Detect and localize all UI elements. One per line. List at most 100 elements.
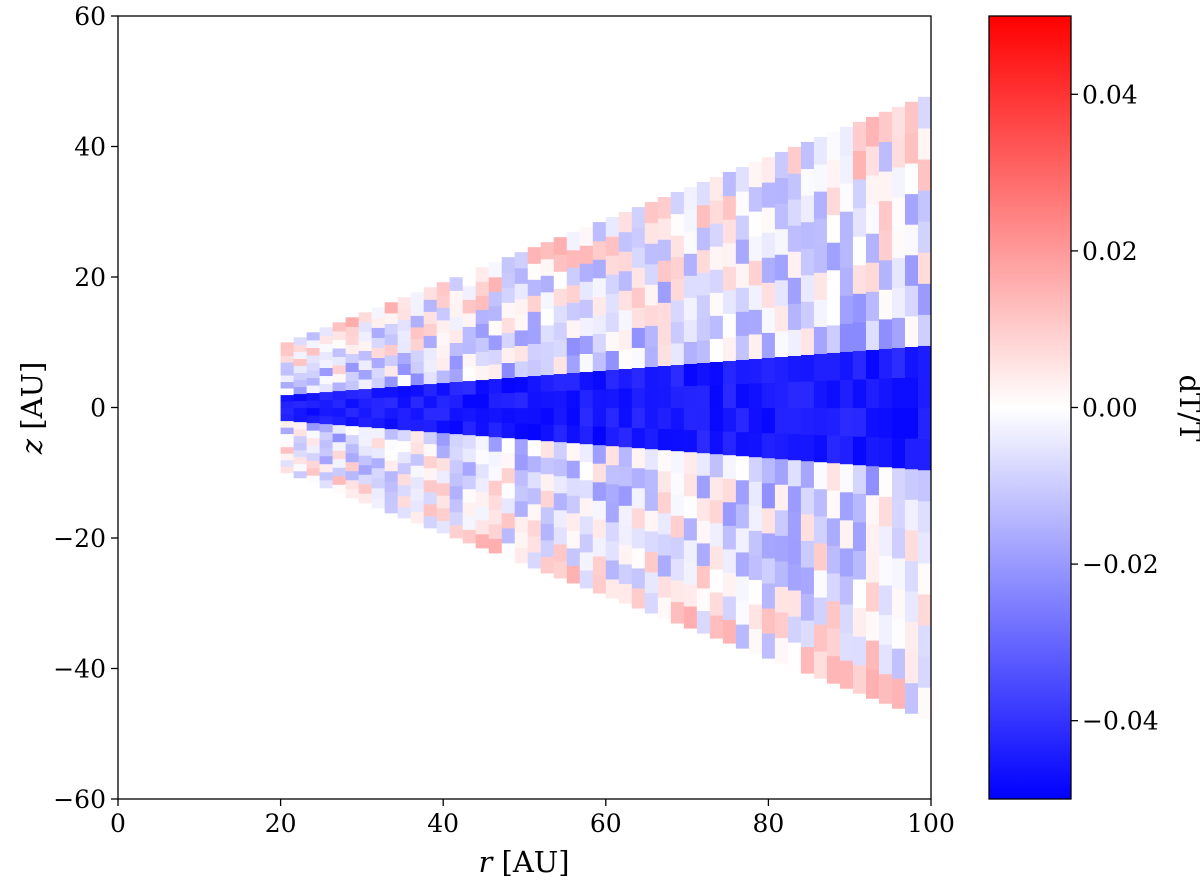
- heatmap-cell: [319, 343, 334, 352]
- heatmap-cell: [358, 483, 373, 494]
- heatmap-cell: [462, 461, 477, 476]
- heatmap-cell: [800, 221, 815, 249]
- heatmap-cell: [826, 462, 841, 491]
- heatmap-cell: [345, 398, 360, 409]
- heatmap-cell: [813, 136, 828, 165]
- heatmap-cell: [865, 116, 880, 147]
- heatmap-cell: [657, 239, 672, 261]
- heatmap-cell: [631, 347, 646, 369]
- heatmap-cell: [384, 407, 399, 419]
- heatmap-cell: [787, 537, 802, 565]
- heatmap-cell: [631, 407, 646, 429]
- x-tick-label: 20: [265, 809, 297, 838]
- heatmap-cell: [553, 322, 568, 340]
- heatmap-cell: [293, 393, 308, 402]
- heatmap-cell: [332, 441, 347, 451]
- x-tick-label: 0: [110, 809, 126, 838]
- heatmap-cell: [748, 211, 763, 237]
- heatmap-cell: [748, 456, 763, 482]
- heatmap-cell: [332, 416, 347, 426]
- heatmap-cell: [722, 572, 737, 597]
- heatmap-cell: [891, 467, 906, 499]
- heatmap-cell: [410, 511, 425, 524]
- heatmap-cell: [865, 436, 880, 467]
- heatmap-cell: [540, 506, 555, 524]
- heatmap-cell: [566, 337, 581, 356]
- heatmap-cell: [826, 600, 841, 629]
- heatmap-cell: [397, 319, 412, 331]
- heatmap-cell: [566, 267, 581, 286]
- heatmap-cell: [696, 294, 711, 318]
- heatmap-cell: [514, 345, 529, 362]
- heatmap-cell: [657, 512, 672, 535]
- heatmap-cell: [371, 487, 386, 499]
- heatmap-cell: [826, 269, 841, 298]
- heatmap-cell: [280, 394, 295, 402]
- heatmap-cell: [566, 354, 581, 374]
- heatmap-cell: [748, 603, 763, 630]
- heatmap-cell: [813, 623, 828, 652]
- heatmap-cell: [761, 182, 776, 208]
- heatmap-cell: [891, 678, 906, 709]
- heatmap-cell: [449, 511, 464, 526]
- heatmap-cell: [293, 337, 308, 345]
- heatmap-cell: [579, 479, 594, 499]
- heatmap-cell: [891, 197, 906, 228]
- heatmap-cell: [722, 525, 737, 550]
- heatmap-cell: [501, 347, 516, 363]
- heatmap-cell: [488, 523, 503, 539]
- heatmap-cell: [631, 367, 646, 389]
- heatmap-cell: [917, 221, 931, 253]
- heatmap-cell: [774, 177, 789, 204]
- heatmap-cell: [761, 332, 776, 358]
- heatmap-cell: [462, 448, 477, 463]
- x-tick-label: 100: [907, 809, 955, 838]
- heatmap-cell: [566, 547, 581, 566]
- heatmap-cell: [618, 387, 633, 409]
- heatmap-cell: [865, 465, 880, 496]
- heatmap-cell: [800, 619, 815, 648]
- heatmap-cell: [527, 535, 542, 553]
- heatmap-cell: [462, 529, 477, 544]
- heatmap-cell: [800, 566, 815, 595]
- heatmap-cell: [696, 384, 711, 409]
- heatmap-cell: [384, 418, 399, 430]
- heatmap-cell: [891, 497, 906, 529]
- heatmap-cell: [462, 353, 477, 368]
- heatmap-cell: [657, 575, 672, 598]
- heatmap-cell: [553, 509, 568, 528]
- heatmap-cell: [514, 531, 529, 548]
- heatmap-cell: [410, 407, 425, 420]
- heatmap-cell: [488, 392, 503, 409]
- heatmap-cell: [540, 407, 555, 425]
- heatmap-cell: [592, 259, 607, 279]
- heatmap-cell: [696, 430, 711, 454]
- heatmap-cell: [813, 272, 828, 300]
- heatmap-cell: [358, 426, 373, 437]
- heatmap-cell: [436, 294, 451, 308]
- heatmap-cell: [306, 437, 321, 446]
- heatmap-cell: [423, 407, 438, 421]
- heatmap-cell: [709, 568, 724, 593]
- heatmap-cell: [917, 500, 931, 533]
- heatmap-cell: [345, 434, 360, 445]
- heatmap-cell: [475, 533, 490, 549]
- heatmap-cell: [631, 427, 646, 449]
- heatmap-cell: [592, 370, 607, 390]
- heatmap-cell: [904, 254, 919, 286]
- heatmap-cell: [787, 642, 802, 669]
- heatmap-cell: [462, 393, 477, 409]
- heatmap-cell: [839, 183, 854, 212]
- heatmap-cell: [475, 351, 490, 366]
- heatmap-cell: [592, 296, 607, 316]
- heatmap-cell: [371, 347, 386, 358]
- heatmap-cell: [683, 253, 698, 276]
- y-axis-label: z [AU]: [15, 362, 49, 456]
- heatmap-cell: [631, 327, 646, 348]
- heatmap-cell: [761, 607, 776, 634]
- heatmap-cell: [917, 190, 931, 222]
- heatmap-cell: [397, 495, 412, 508]
- heatmap-cell: [488, 436, 503, 452]
- heatmap-cell: [748, 186, 763, 212]
- heatmap-cell: [878, 673, 893, 704]
